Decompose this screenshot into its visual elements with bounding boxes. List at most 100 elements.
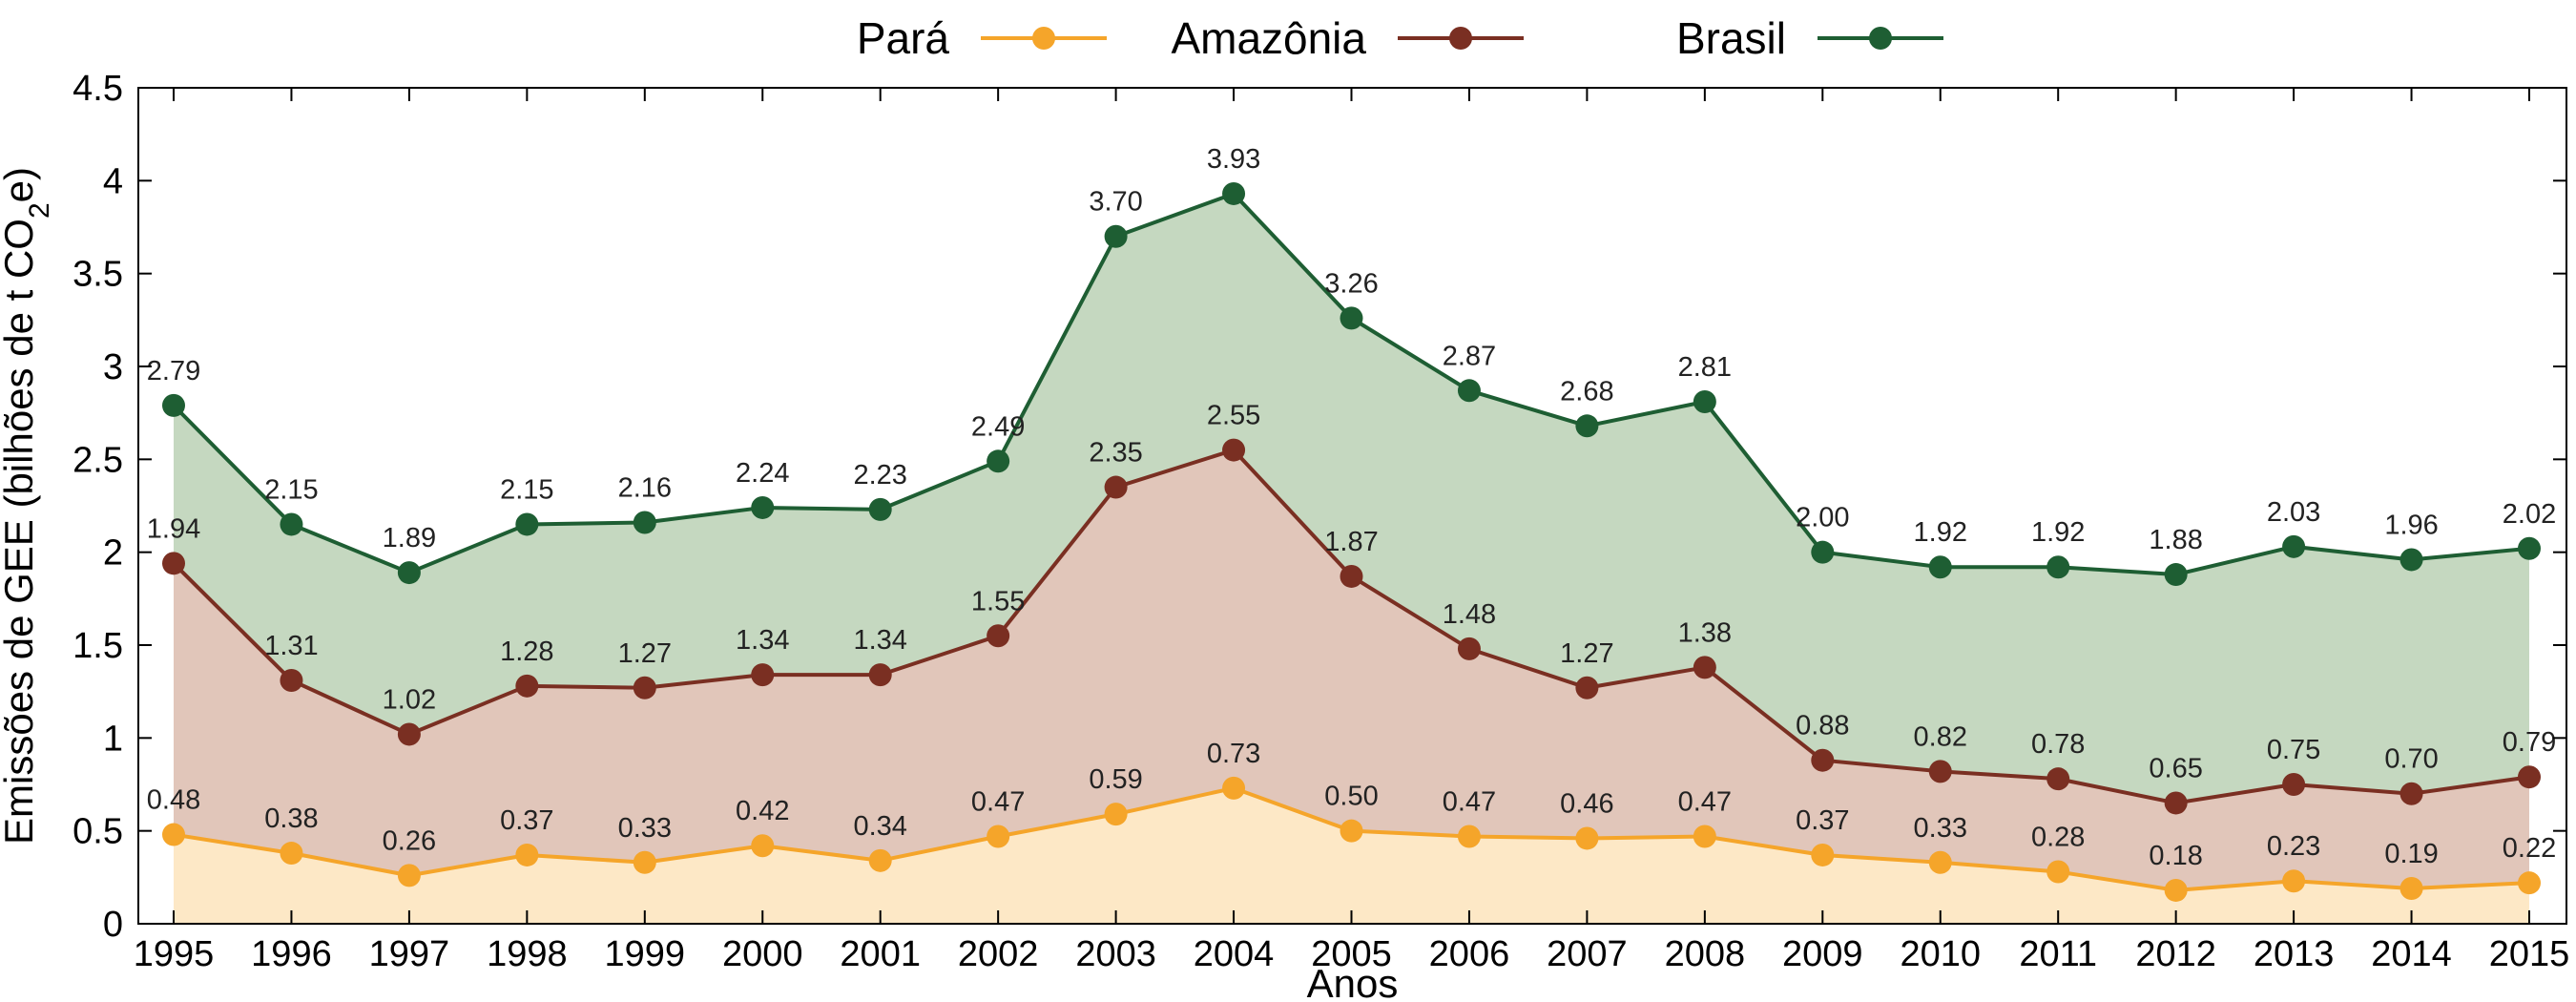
data-label-brasil-1998: 2.15 [500, 474, 553, 505]
data-label-brasil-1999: 2.16 [618, 473, 672, 504]
data-label-pará-2013: 0.23 [2267, 831, 2320, 862]
data-label-pará-2008: 0.47 [1678, 787, 1732, 818]
point-pará-2006 [1457, 825, 1481, 848]
point-brasil-2001 [868, 497, 892, 521]
x-tick-label-2007: 2007 [1547, 934, 1628, 974]
point-brasil-2007 [1575, 414, 1599, 438]
x-tick-label-1995: 1995 [134, 934, 215, 974]
x-tick-label-2009: 2009 [1782, 934, 1863, 974]
y-tick-label: 2 [103, 533, 123, 574]
y-axis-title: Emissões de GEE (bilhões de t CO2e) [0, 167, 55, 845]
data-label-brasil-1997: 1.89 [383, 523, 436, 553]
area-amazônia [174, 449, 2529, 924]
data-label-amazônia-2012: 0.65 [2149, 753, 2202, 783]
x-tick-label-2008: 2008 [1665, 934, 1746, 974]
data-label-pará-2000: 0.42 [736, 796, 789, 826]
x-tick-label-2014: 2014 [2371, 934, 2452, 974]
x-axis-title: Anos [1307, 961, 1399, 1002]
data-label-amazônia-2011: 0.78 [2031, 729, 2085, 760]
y-tick-label: 1 [103, 719, 123, 759]
point-brasil-2000 [751, 495, 775, 519]
data-label-pará-1995: 0.48 [147, 785, 200, 816]
point-pará-2008 [1693, 825, 1716, 848]
point-amazônia-1999 [633, 676, 656, 699]
data-label-brasil-1996: 2.15 [264, 474, 318, 505]
data-label-amazônia-1996: 1.31 [264, 631, 318, 661]
data-label-pará-1996: 0.38 [264, 804, 318, 834]
point-brasil-1996 [280, 512, 303, 536]
point-amazônia-2015 [2518, 765, 2541, 789]
point-amazônia-2003 [1104, 475, 1128, 499]
point-brasil-2002 [987, 449, 1010, 473]
data-label-amazônia-2002: 1.55 [971, 586, 1025, 616]
data-label-pará-2006: 0.47 [1443, 787, 1496, 818]
data-label-pará-2011: 0.28 [2031, 822, 2085, 852]
x-tick-label-2003: 2003 [1075, 934, 1156, 974]
data-label-brasil-2007: 2.68 [1560, 376, 1613, 407]
point-brasil-2012 [2164, 563, 2188, 587]
y-tick-label: 0.5 [73, 812, 123, 852]
legend-marker-amazônia [1449, 27, 1472, 50]
y-axis: 0 0.5 1 1.5 2 2.5 3 3.5 4 4.5 [73, 69, 2566, 945]
legend-item-amazônia: Amazônia [1171, 13, 1524, 63]
data-label-brasil-2000: 2.24 [736, 458, 789, 489]
legend-label-amazônia: Amazônia [1171, 13, 1366, 63]
legend-label-brasil: Brasil [1676, 13, 1786, 63]
point-amazônia-2013 [2282, 773, 2306, 796]
data-label-amazônia-2006: 1.48 [1443, 599, 1496, 630]
point-amazônia-2007 [1575, 676, 1599, 699]
data-label-brasil-2004: 3.93 [1207, 144, 1260, 175]
x-tick-label-2005: 2005 [1311, 934, 1392, 974]
x-tick-label-2006: 2006 [1429, 934, 1510, 974]
point-amazônia-2006 [1457, 637, 1481, 660]
series-points [162, 181, 2541, 902]
point-amazônia-2011 [2046, 767, 2070, 791]
data-label-amazônia-1995: 1.94 [147, 513, 200, 544]
x-tick-label-1996: 1996 [251, 934, 332, 974]
x-tick-label-2013: 2013 [2254, 934, 2335, 974]
data-label-pará-2012: 0.18 [2149, 841, 2202, 871]
y-axis-title-subscript: 2 [24, 202, 55, 219]
series-areas [174, 193, 2529, 924]
legend-item-brasil: Brasil [1676, 13, 1943, 63]
point-pará-2003 [1104, 803, 1128, 826]
point-pará-2011 [2046, 860, 2070, 884]
legend-label-pará: Pará [857, 13, 950, 63]
point-amazônia-2010 [1928, 760, 1952, 783]
legend-marker-brasil [1869, 27, 1892, 50]
legend: Pará Amazônia Brasil [857, 13, 1943, 63]
x-tick-label-2010: 2010 [1900, 934, 1981, 974]
x-tick-label-2000: 2000 [722, 934, 803, 974]
x-tick-label-2011: 2011 [2019, 934, 2097, 974]
y-tick-label: 4 [103, 161, 123, 201]
data-label-amazônia-2005: 1.87 [1324, 527, 1378, 557]
data-label-brasil-2010: 1.92 [1914, 517, 1967, 548]
area-pará [174, 787, 2529, 924]
point-pará-2012 [2164, 878, 2188, 902]
data-label-brasil-2001: 2.23 [853, 460, 906, 491]
point-pará-2013 [2282, 869, 2306, 893]
data-label-brasil-2008: 2.81 [1678, 352, 1732, 383]
point-brasil-1998 [515, 512, 539, 536]
point-brasil-1995 [162, 393, 185, 417]
data-label-brasil-2005: 3.26 [1324, 268, 1378, 299]
point-brasil-2010 [1928, 555, 1952, 579]
data-label-amazônia-2007: 1.27 [1560, 638, 1613, 669]
data-label-pará-1999: 0.33 [618, 813, 672, 844]
data-label-brasil-2006: 2.87 [1443, 341, 1496, 371]
data-label-pará-2014: 0.19 [2384, 839, 2438, 869]
point-pará-1999 [633, 850, 656, 874]
x-tick-label-2002: 2002 [958, 934, 1039, 974]
point-brasil-2006 [1457, 379, 1481, 403]
point-brasil-2004 [1222, 181, 1246, 205]
point-pará-2000 [751, 834, 775, 858]
point-pará-2004 [1222, 776, 1246, 800]
data-label-pará-2009: 0.37 [1796, 805, 1849, 836]
data-label-amazônia-2003: 2.35 [1089, 438, 1142, 469]
point-brasil-1999 [633, 511, 656, 534]
point-pará-2010 [1928, 850, 1952, 874]
data-label-brasil-2014: 1.96 [2384, 510, 2438, 540]
data-label-brasil-2003: 3.70 [1089, 187, 1142, 218]
point-amazônia-1995 [162, 552, 185, 575]
